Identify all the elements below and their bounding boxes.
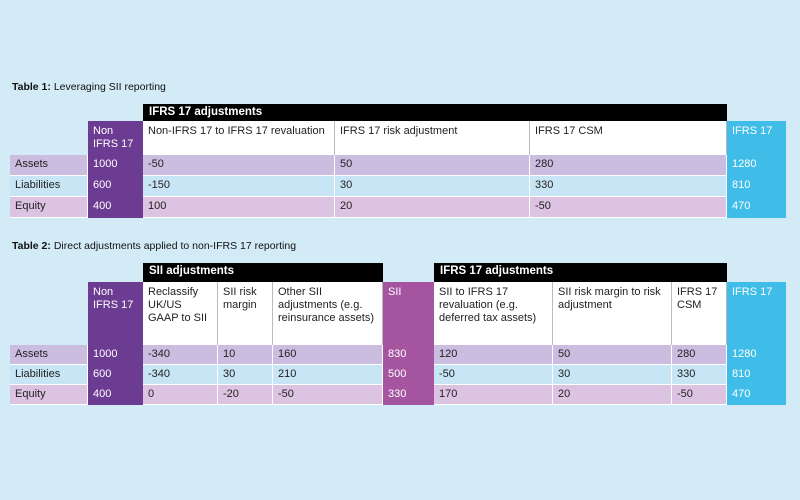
cell: 20 (553, 385, 672, 405)
cell: -50 (530, 197, 727, 218)
group-header: SII adjustments (143, 263, 383, 282)
cell: 830 (383, 345, 434, 365)
cell: 20 (335, 197, 530, 218)
cell: 810 (727, 365, 786, 385)
caption: Table 1: Leveraging SII reporting (12, 81, 512, 95)
cell: 0 (143, 385, 218, 405)
column-header: IFRS 17 CSM (530, 121, 727, 155)
cell: 50 (335, 155, 530, 176)
cell: -340 (143, 345, 218, 365)
column-header: Non IFRS 17 (88, 282, 143, 345)
cell: 470 (727, 197, 786, 218)
column-header: SII (383, 282, 434, 345)
column-header: Reclassify UK/US GAAP to SII (143, 282, 218, 345)
cell: 120 (434, 345, 553, 365)
cell: 100 (143, 197, 335, 218)
cell: 1280 (727, 345, 786, 365)
row-label: Equity (10, 197, 88, 218)
row-label: Assets (10, 345, 88, 365)
cell: 160 (273, 345, 383, 365)
caption-text: Leveraging SII reporting (50, 81, 166, 93)
cell: -50 (434, 365, 553, 385)
cell: 50 (553, 345, 672, 365)
row-label: Liabilities (10, 365, 88, 385)
cell: 330 (530, 176, 727, 197)
cell: 600 (88, 365, 143, 385)
cell: 30 (218, 365, 273, 385)
cell: 10 (218, 345, 273, 365)
caption-label: Table 2: (12, 240, 51, 252)
cell: -340 (143, 365, 218, 385)
column-header: IFRS 17 CSM (672, 282, 727, 345)
caption: Table 2: Direct adjustments applied to n… (12, 240, 512, 254)
cell: -50 (273, 385, 383, 405)
column-header: IFRS 17 (727, 282, 786, 345)
cell: 1280 (727, 155, 786, 176)
cell: 400 (88, 197, 143, 218)
column-header: SII to IFRS 17 revaluation (e.g. deferre… (434, 282, 553, 345)
row-label: Equity (10, 385, 88, 405)
cell: -150 (143, 176, 335, 197)
column-header: SII risk margin to risk adjustment (553, 282, 672, 345)
column-header: Other SII adjustments (e.g. reinsurance … (273, 282, 383, 345)
cell: 1000 (88, 345, 143, 365)
cell: 600 (88, 176, 143, 197)
cell: 810 (727, 176, 786, 197)
cell: 400 (88, 385, 143, 405)
row-label: Liabilities (10, 176, 88, 197)
cell: -50 (672, 385, 727, 405)
cell: 470 (727, 385, 786, 405)
cell: 210 (273, 365, 383, 385)
cell: -50 (143, 155, 335, 176)
column-header: SII risk margin (218, 282, 273, 345)
cell: 330 (672, 365, 727, 385)
cell: 30 (335, 176, 530, 197)
column-header: IFRS 17 (727, 121, 786, 155)
column-header: Non IFRS 17 (88, 121, 143, 155)
cell: 280 (672, 345, 727, 365)
caption-label: Table 1: (12, 81, 51, 93)
column-header: IFRS 17 risk adjustment (335, 121, 530, 155)
row-label: Assets (10, 155, 88, 176)
group-header: IFRS 17 adjustments (143, 104, 727, 121)
group-header: IFRS 17 adjustments (434, 263, 727, 282)
cell: 1000 (88, 155, 143, 176)
cell: 30 (553, 365, 672, 385)
cell: 170 (434, 385, 553, 405)
cell: 330 (383, 385, 434, 405)
caption-text: Direct adjustments applied to non-IFRS 1… (50, 240, 297, 252)
cell: -20 (218, 385, 273, 405)
cell: 280 (530, 155, 727, 176)
cell: 500 (383, 365, 434, 385)
column-header: Non-IFRS 17 to IFRS 17 revaluation (143, 121, 335, 155)
